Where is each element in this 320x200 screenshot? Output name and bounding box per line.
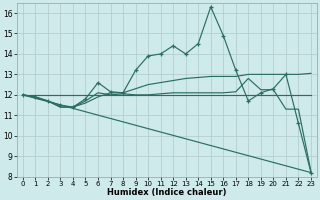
X-axis label: Humidex (Indice chaleur): Humidex (Indice chaleur)	[107, 188, 227, 197]
